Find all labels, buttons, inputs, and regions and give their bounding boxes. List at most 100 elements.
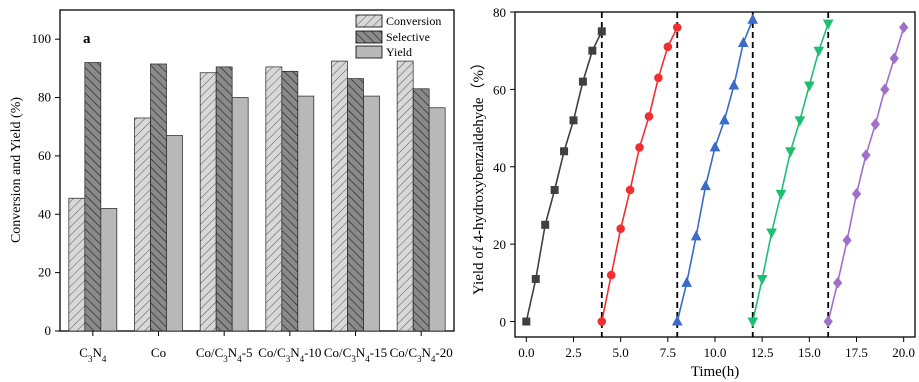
data-point [766, 228, 777, 239]
bar-x-tick-label: Co/C3N4-5 [196, 345, 253, 364]
bar-selective [281, 70, 299, 332]
data-point [775, 189, 787, 200]
data-point [531, 274, 540, 283]
data-point [813, 46, 825, 57]
data-point [833, 277, 843, 289]
bar-selective [347, 78, 364, 332]
data-point [756, 274, 768, 286]
panel-label: a [83, 31, 91, 47]
line-y-axis: 0 20 40 60 80 [493, 5, 515, 330]
bar-series [68, 60, 446, 332]
cycle-dividers [600, 12, 830, 337]
bar-x-tick-label: Co [151, 345, 166, 360]
data-point [899, 21, 909, 34]
data-point [654, 73, 663, 83]
line-x-tick-label: 20.0 [892, 345, 915, 360]
legend-label-conversion: Conversion [386, 14, 441, 28]
line-chart-frame [514, 11, 916, 338]
data-point [851, 188, 862, 200]
bar-yield [166, 135, 183, 332]
series-line-cycle-5 [827, 27, 905, 322]
line-x-axis-label: Time(h) [691, 364, 740, 380]
bar-selective [215, 66, 233, 332]
data-point [728, 79, 740, 90]
bar-conversion [134, 117, 151, 332]
bar-selective [150, 63, 167, 332]
bar-selective [412, 88, 430, 332]
line-y-tick-label: 40 [493, 160, 506, 175]
line-series [522, 13, 909, 328]
bar-conversion [396, 60, 414, 332]
data-point [616, 224, 625, 233]
data-point [719, 114, 730, 125]
bar-conversion [265, 66, 283, 332]
data-point [681, 276, 693, 287]
data-point [690, 230, 702, 241]
data-point [842, 234, 852, 247]
line-x-tick-label: 17.5 [845, 345, 868, 360]
bar-yield [100, 208, 118, 332]
bar-y-tick-label: 60 [38, 148, 51, 163]
data-point [870, 118, 881, 131]
line-y-tick-label: 60 [493, 82, 506, 97]
data-point [663, 42, 673, 52]
data-point [597, 317, 607, 326]
line-y-tick-label: 80 [493, 5, 506, 20]
data-point [889, 52, 899, 65]
bar-x-tick-label: Co/C3N4-20 [390, 345, 453, 364]
bar-y-tick-label: 0 [45, 323, 52, 338]
data-point [578, 77, 587, 86]
data-point [672, 23, 682, 32]
data-point [625, 185, 635, 195]
bar-yield [428, 107, 446, 332]
legend-swatch-conversion [355, 14, 383, 28]
bar-conversion [68, 197, 86, 332]
data-point [823, 315, 833, 328]
line-y-axis-label: Yield of 4-hydroxybenzaldehyde（%） [470, 55, 487, 295]
bar-yield [231, 97, 249, 332]
data-point [588, 46, 597, 55]
data-point [861, 149, 871, 161]
bar-x-tick-label: Co/C3N4-15 [324, 345, 387, 364]
data-point [671, 315, 683, 326]
line-x-tick-label: 10.0 [704, 345, 727, 360]
bar-legend: Conversion Selective Yield [355, 14, 441, 59]
data-point [794, 116, 806, 127]
line-y-tick-label: 20 [493, 237, 506, 252]
line-x-tick-label: 0.0 [518, 345, 534, 360]
data-point [804, 81, 815, 92]
bar-conversion [331, 60, 348, 332]
data-point [747, 317, 759, 328]
bar-chart-frame [59, 9, 455, 332]
bar-conversion [199, 72, 217, 332]
data-point [644, 112, 654, 121]
bar-y-tick-label: 40 [38, 206, 51, 221]
data-point [785, 147, 796, 158]
data-point [569, 116, 578, 125]
legend-label-selective: Selective [386, 30, 430, 44]
data-point [606, 270, 616, 280]
line-x-tick-label: 15.0 [798, 345, 821, 360]
data-point [880, 83, 890, 96]
data-point [709, 141, 721, 152]
bar-x-axis: C3N4 Co Co/C3N4-5 Co/C3N4-10 Co/C3N4-15 Co/C3… [79, 331, 453, 364]
data-point [822, 19, 834, 30]
legend-swatch-yield [355, 45, 383, 59]
data-point [550, 185, 559, 194]
data-point [635, 143, 644, 152]
bar-selective [84, 62, 102, 332]
line-x-tick-label: 2.5 [565, 345, 581, 360]
legend-label-yield: Yield [386, 45, 412, 59]
line-chart-panel: 0 20 40 60 80 0.0 2.5 5.0 7.5 10.0 12.5 15.0 17.5 20… [470, 5, 916, 380]
bar-y-tick-label: 80 [38, 90, 51, 105]
bar-y-tick-label: 100 [32, 31, 52, 46]
line-x-tick-label: 7.5 [660, 345, 676, 360]
line-x-tick-label: 12.5 [751, 345, 774, 360]
data-point [541, 220, 550, 229]
bar-yield [363, 95, 380, 332]
series-line-cycle-3 [676, 19, 754, 322]
data-point [597, 27, 606, 36]
bar-y-axis: 0 20 40 60 80 100 [32, 31, 60, 338]
